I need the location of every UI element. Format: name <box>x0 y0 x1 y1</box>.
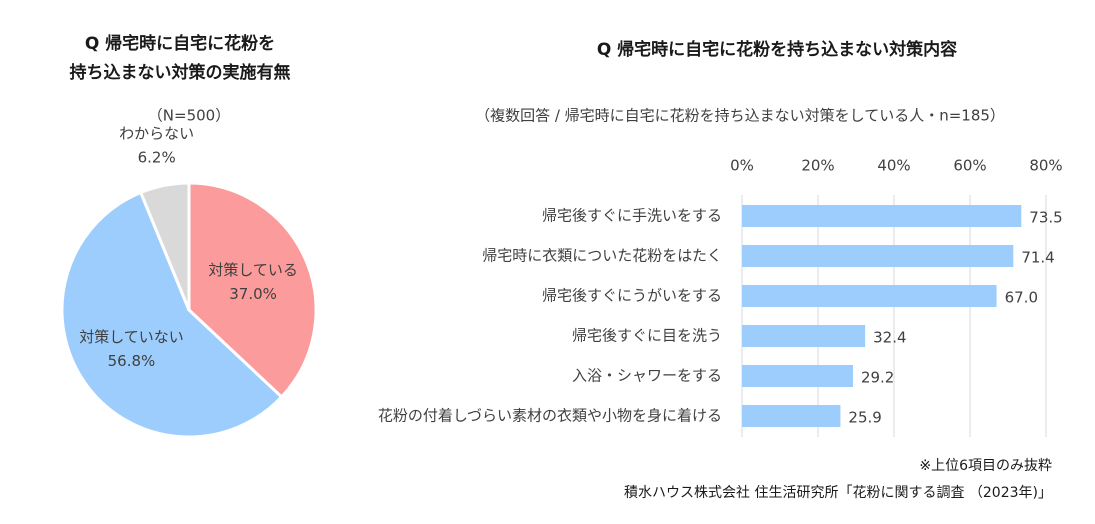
bar <box>742 205 1022 227</box>
bar <box>742 245 1014 267</box>
x-tick-label: 80% <box>1029 157 1062 175</box>
category-label: 入浴・シャワーをする <box>572 367 722 385</box>
value-label: 25.9 <box>848 409 881 427</box>
bar <box>742 365 853 387</box>
value-label: 67.0 <box>1005 289 1038 307</box>
slice-label: 対策している <box>208 261 298 279</box>
value-label: 73.5 <box>1029 209 1062 227</box>
value-label: 32.4 <box>873 329 906 347</box>
category-label: 帰宅時に衣類についた花粉をはたく <box>482 247 722 265</box>
x-tick-label: 60% <box>953 157 986 175</box>
pie-title: 持ち込まない対策の実施有無 <box>70 62 291 83</box>
pie-slice <box>187 181 318 400</box>
note: ※上位6項目のみ抜粋 <box>919 458 1052 474</box>
x-tick-label: 20% <box>801 157 834 175</box>
category-label: 帰宅後すぐに手洗いをする <box>542 207 722 225</box>
category-label: 帰宅後すぐにうがいをする <box>542 287 722 305</box>
category-label: 帰宅後すぐに目を洗う <box>572 327 722 345</box>
pie-slice <box>60 190 284 439</box>
pie-slice <box>138 181 191 311</box>
slice-value: 37.0% <box>229 285 277 303</box>
pie-title: Q 帰宅時に自宅に花粉を <box>85 33 275 54</box>
x-tick-label: 0% <box>730 157 754 175</box>
bar <box>742 325 866 347</box>
source: 積水ハウス株式会社 住生活研究所「花粉に関する調査 （2023年)」 <box>624 485 1052 501</box>
slice-label: 対策していない <box>79 328 184 346</box>
pie-subtitle: （N=500） <box>148 107 230 125</box>
slice-value: 56.8% <box>108 352 156 370</box>
category-label: 花粉の付着しづらい素材の衣類や小物を身に着ける <box>378 407 722 425</box>
slice-label: わからない <box>119 125 194 143</box>
value-label: 29.2 <box>861 369 894 387</box>
bar <box>742 285 997 307</box>
slice-value: 6.2% <box>138 149 176 167</box>
value-label: 71.4 <box>1021 249 1054 267</box>
bar-subtitle: （複数回答 / 帰宅時に自宅に花粉を持ち込まない対策をしている人・n=185） <box>475 107 1005 125</box>
x-tick-label: 40% <box>877 157 910 175</box>
bar <box>742 405 841 427</box>
bar-title: Q 帰宅時に自宅に花粉を持ち込まない対策内容 <box>597 39 957 60</box>
